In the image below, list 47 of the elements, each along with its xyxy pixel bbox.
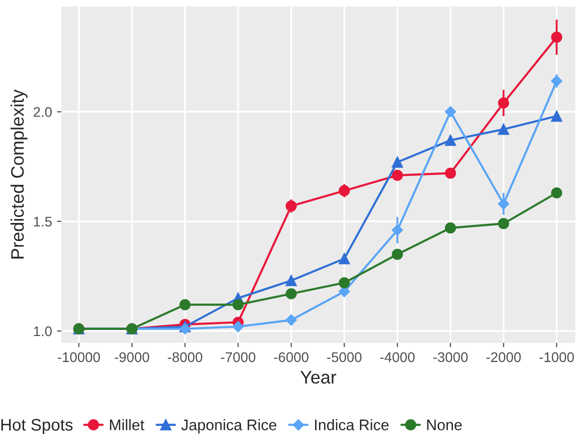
point <box>338 253 350 264</box>
point <box>498 218 510 230</box>
x-tick-label: -7000 <box>220 352 256 362</box>
point <box>286 288 297 300</box>
legend-title: Hot Spots <box>1 418 73 434</box>
point <box>392 248 403 260</box>
point <box>444 168 456 179</box>
x-tick-label: -5000 <box>327 352 362 362</box>
point <box>232 321 244 332</box>
point <box>392 224 403 236</box>
point <box>286 275 297 286</box>
y-tick-label: 1.0 <box>34 326 52 336</box>
y-axis-title: Predicted Complexity <box>10 89 28 258</box>
point <box>444 134 456 146</box>
point <box>498 198 510 210</box>
x-tick-label: -8000 <box>168 352 202 362</box>
point <box>551 187 562 198</box>
legend-label: Indica Rice <box>315 419 389 430</box>
y-tick-label: 2.0 <box>34 107 52 117</box>
x-tick-label: -6000 <box>274 352 308 362</box>
legend-label: Japonica Rice <box>181 419 276 434</box>
point <box>179 299 191 310</box>
x-axis-title: Year <box>300 371 336 384</box>
point <box>286 200 297 212</box>
point <box>232 299 244 310</box>
x-tick-label: -9000 <box>114 352 150 362</box>
point <box>551 110 562 122</box>
legend-label: None <box>427 420 462 430</box>
point <box>286 314 297 326</box>
point <box>338 277 350 288</box>
point <box>444 222 456 234</box>
point <box>179 323 191 334</box>
x-tick-label: -2000 <box>486 352 521 362</box>
point <box>498 124 510 135</box>
point <box>392 156 403 168</box>
y-tick-label: 1.5 <box>34 216 52 227</box>
x-tick-label: -1000 <box>540 352 574 362</box>
point <box>444 106 456 118</box>
x-tick-label: -4000 <box>380 352 415 362</box>
point <box>498 97 510 109</box>
point <box>392 170 403 181</box>
x-tick-label: -10000 <box>58 352 100 362</box>
point <box>338 185 350 196</box>
point <box>551 75 562 87</box>
x-tick-label: -3000 <box>433 352 468 362</box>
legend-label: Millet <box>110 419 144 430</box>
point <box>551 32 562 43</box>
